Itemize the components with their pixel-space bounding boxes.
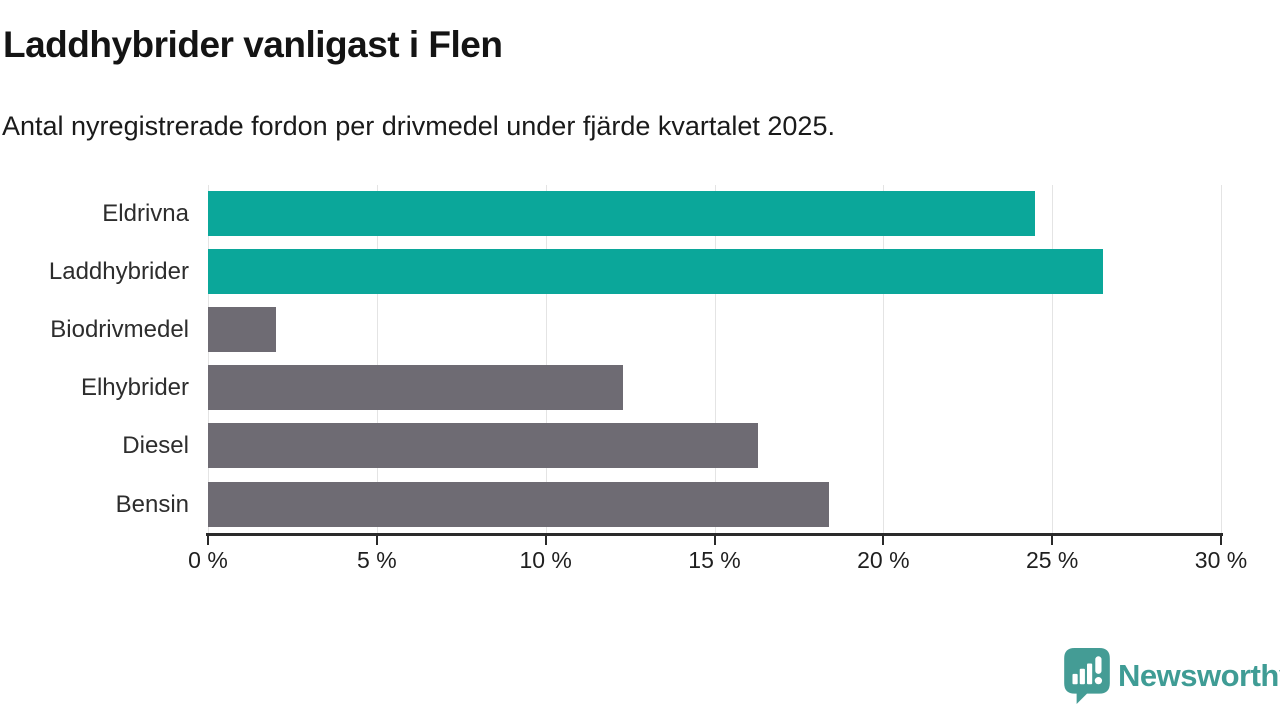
bar-row: Elhybrider (0, 365, 1280, 410)
x-tick (1220, 536, 1222, 545)
bar-row: Diesel (0, 423, 1280, 468)
x-tick (713, 536, 716, 545)
x-tick-label: 10 % (519, 547, 572, 573)
category-label: Biodrivmedel (50, 316, 189, 343)
bar-laddhybrider (208, 249, 1103, 294)
gridline (208, 185, 209, 535)
bar-chart: Eldrivna Laddhybrider Biodrivmedel Elhybrid… (0, 185, 1280, 573)
bar-diesel (208, 423, 759, 468)
category-label: Diesel (122, 432, 189, 459)
page-title: Laddhybrider vanligast i Flen (3, 24, 503, 65)
gridline (714, 185, 716, 535)
x-tick-label: 0 % (188, 547, 228, 573)
gridline (1052, 185, 1054, 535)
x-tick-label: 20 % (857, 547, 910, 573)
x-tick-label: 30 % (1194, 547, 1248, 573)
x-tick (882, 536, 885, 545)
bar-eldrivna (208, 191, 1036, 236)
newsworthy-logo: Newsworthy (1064, 648, 1280, 704)
x-axis-line (206, 533, 1223, 536)
bar-row: Laddhybrider (0, 249, 1280, 294)
gridline (376, 185, 378, 535)
x-tick (207, 536, 209, 545)
gridline (883, 185, 885, 535)
category-label: Eldrivna (102, 200, 189, 227)
gridline (545, 185, 547, 535)
bar-bensin (208, 482, 830, 527)
x-tick (544, 536, 547, 545)
x-tick (375, 536, 378, 545)
bar-row: Bensin (0, 482, 1280, 527)
category-label: Laddhybrider (48, 258, 189, 285)
bar-row: Eldrivna (0, 191, 1280, 236)
gridline (1221, 185, 1222, 535)
bar-row: Biodrivmedel (0, 307, 1280, 352)
x-tick (1051, 536, 1054, 545)
x-tick-label: 25 % (1025, 547, 1079, 573)
category-label: Bensin (115, 491, 189, 518)
x-tick-label: 15 % (688, 547, 741, 573)
x-tick-label: 5 % (357, 547, 397, 573)
newsworthy-logo-text: Newsworthy (1118, 658, 1280, 693)
page-subtitle: Antal nyregistrerade fordon per drivmede… (2, 111, 835, 141)
newsworthy-logo-icon (1064, 648, 1110, 704)
bar-biodrivmedel (208, 307, 276, 352)
bar-elhybrider (208, 365, 624, 410)
category-label: Elhybrider (80, 374, 189, 401)
